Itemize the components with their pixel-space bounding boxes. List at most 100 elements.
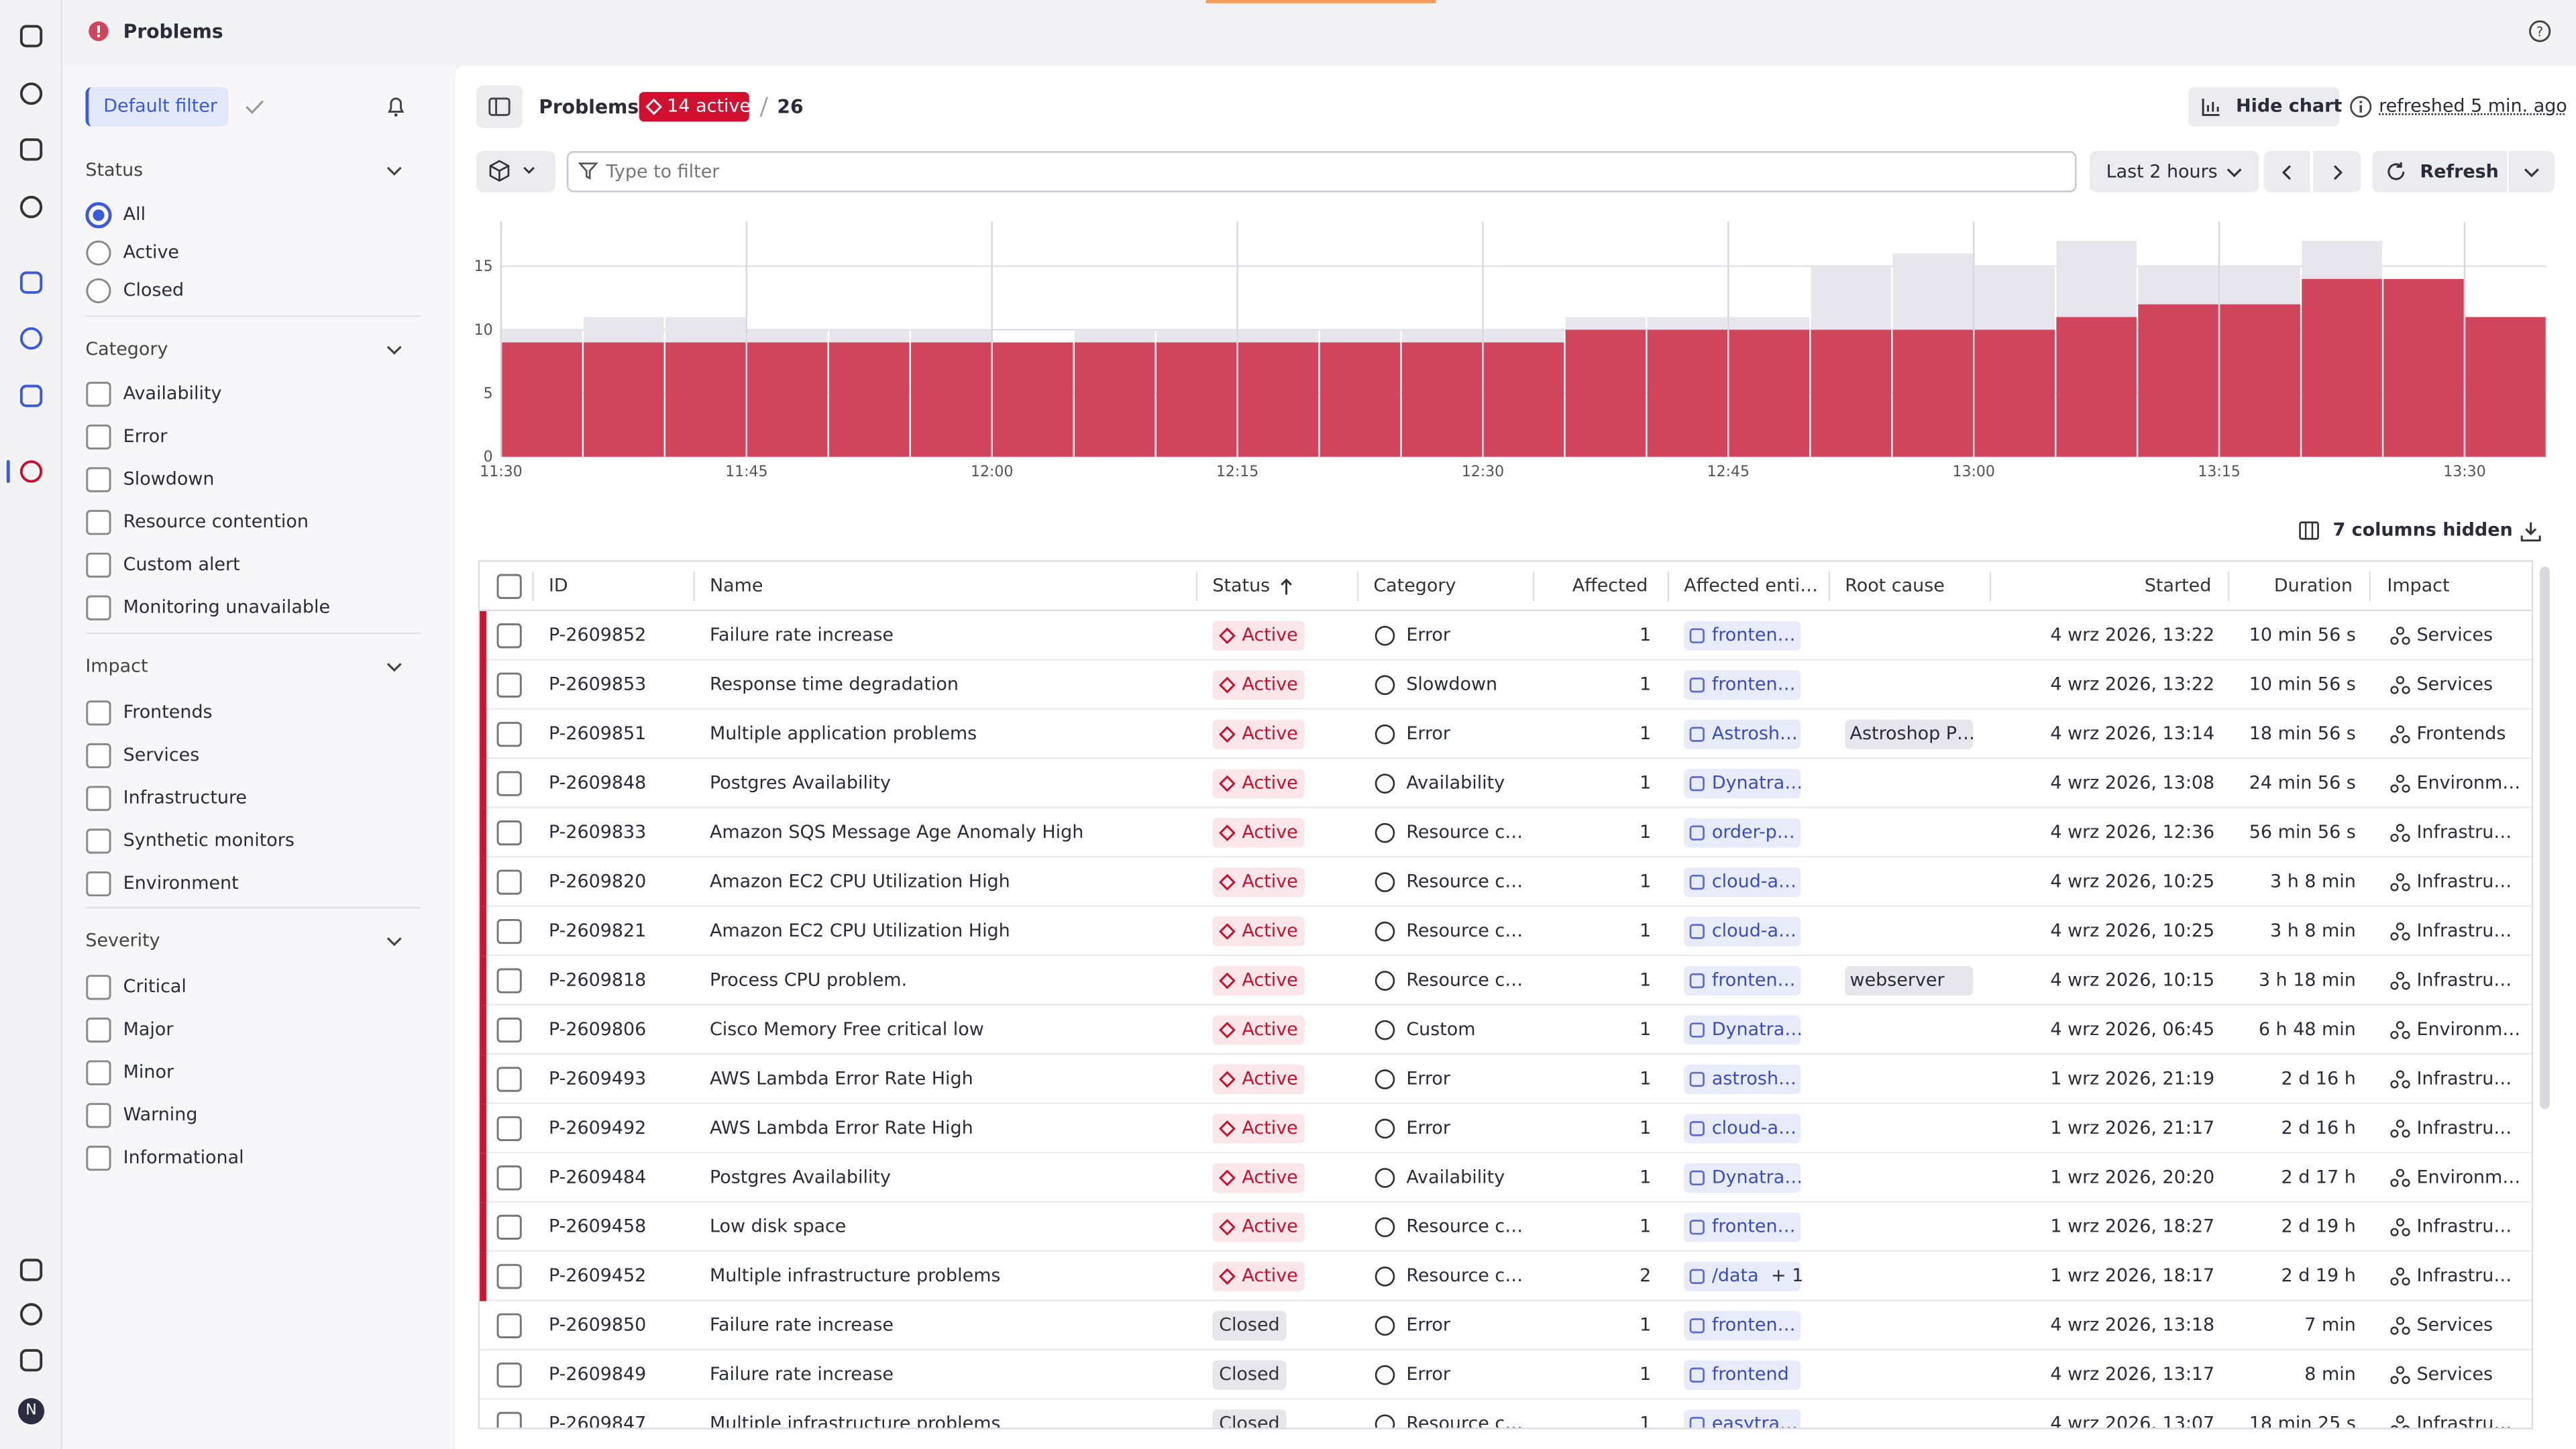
- checkbox: [86, 1145, 111, 1171]
- column-header[interactable]: Category: [1373, 575, 1456, 596]
- entity-pill[interactable]: /data: [1684, 1261, 1801, 1291]
- table-row[interactable]: P-2609833 Amazon SQS Message Age Anomaly …: [480, 808, 2532, 858]
- section-title[interactable]: Category: [85, 338, 168, 360]
- cell-started: 4 wrz 2026, 10:15: [2050, 969, 2215, 991]
- cell-duration: 10 min 56 s: [2249, 624, 2356, 646]
- table-row[interactable]: P-2609848 Postgres Availability Active Avai…: [480, 759, 2532, 808]
- column-header[interactable]: ID: [548, 575, 568, 596]
- entity-icon: [1689, 1170, 1705, 1186]
- table-row[interactable]: P-2609806 Cisco Memory Free critical low A…: [480, 1005, 2532, 1055]
- entity-pill[interactable]: cloud-a…: [1684, 1114, 1801, 1144]
- filter-option[interactable]: Minor: [123, 1061, 174, 1083]
- radio: [85, 202, 112, 229]
- checkbox: [86, 700, 111, 726]
- table-row[interactable]: P-2609818 Process CPU problem. Active Resou…: [480, 956, 2532, 1006]
- download-icon: [2520, 522, 2541, 542]
- column-header[interactable]: Impact: [2387, 575, 2450, 596]
- table-row[interactable]: P-2609492 AWS Lambda Error Rate High Activ…: [480, 1104, 2532, 1154]
- cell-affected: 1: [1640, 969, 1652, 991]
- section-title[interactable]: Severity: [85, 930, 160, 951]
- column-header[interactable]: Root cause: [1845, 575, 1945, 596]
- column-header[interactable]: Duration: [2273, 575, 2353, 596]
- filter-option[interactable]: Services: [123, 744, 200, 766]
- filter-option[interactable]: Environment: [123, 872, 239, 894]
- filter-option[interactable]: Monitoring unavailable: [123, 596, 331, 618]
- bar: [1074, 342, 1155, 457]
- checkbox: [86, 510, 111, 535]
- filter-option[interactable]: Closed: [123, 279, 184, 301]
- cell-name: AWS Lambda Error Rate High: [709, 1067, 973, 1089]
- cell-started: 1 wrz 2026, 18:27: [2050, 1216, 2215, 1238]
- table-row[interactable]: P-2609821 Amazon EC2 CPU Utilization High…: [480, 906, 2532, 957]
- status-icon: [1219, 726, 1236, 743]
- refresh-menu[interactable]: [2508, 151, 2555, 193]
- section-title[interactable]: Impact: [85, 655, 148, 677]
- filter-option[interactable]: Error: [123, 425, 168, 447]
- hidden-columns-button[interactable]: 7 columns hidden: [2332, 519, 2513, 541]
- x-tick-label: 13:30: [2443, 464, 2486, 480]
- prev-button[interactable]: [2263, 151, 2310, 193]
- cell-id: P-2609847: [548, 1413, 647, 1430]
- filter-option[interactable]: Custom alert: [123, 553, 240, 576]
- filter-option[interactable]: Synthetic monitors: [123, 829, 294, 851]
- prev-icon: [2282, 165, 2292, 180]
- table-row[interactable]: P-2609484 Postgres Availability Active Avai…: [480, 1153, 2532, 1203]
- status-pill: Closed: [1212, 1360, 1287, 1390]
- status-icon: [1219, 1022, 1236, 1038]
- column-header[interactable]: Name: [709, 575, 763, 596]
- table-row[interactable]: P-2609853 Response time degradation Active…: [480, 660, 2532, 710]
- entity-pill[interactable]: frontend: [1684, 1360, 1801, 1390]
- category-icon: [1375, 1217, 1395, 1238]
- refresh-button[interactable]: Refresh: [2372, 151, 2508, 193]
- cell-category: Resource c…: [1406, 920, 1523, 942]
- table-row[interactable]: P-2609493 AWS Lambda Error Rate High Activ…: [480, 1055, 2532, 1104]
- table-row[interactable]: P-2609849 Failure rate increase Closed Erro…: [480, 1350, 2532, 1400]
- status-pill: Active: [1212, 966, 1305, 996]
- root-cause-pill[interactable]: webserver: [1845, 966, 1974, 996]
- entity-pill[interactable]: fronten…: [1684, 1311, 1801, 1341]
- x-tick-label: 12:15: [1216, 464, 1259, 480]
- entity-icon: [1689, 924, 1705, 939]
- filter-option[interactable]: Resource contention: [123, 511, 309, 533]
- filter-option[interactable]: Major: [123, 1018, 174, 1040]
- status-pill: Active: [1212, 1015, 1305, 1045]
- column-header[interactable]: Affected: [1572, 575, 1648, 596]
- impact-icon: [2390, 1267, 2410, 1286]
- cell-name: Low disk space: [709, 1216, 847, 1238]
- filter-option[interactable]: All: [123, 203, 146, 225]
- filter-option[interactable]: Informational: [123, 1146, 244, 1169]
- column-header[interactable]: Affected enti…: [1684, 575, 1819, 596]
- filter-option[interactable]: Slowdown: [123, 468, 215, 490]
- checkbox: [496, 574, 522, 599]
- table-row[interactable]: P-2609452 Multiple infrastructure problem…: [480, 1252, 2532, 1301]
- table-row[interactable]: P-2609820 Amazon EC2 CPU Utilization High…: [480, 857, 2532, 907]
- filter-option[interactable]: Availability: [123, 382, 222, 405]
- table-row[interactable]: P-2609458 Low disk space Active Resource c……: [480, 1202, 2532, 1252]
- active-marker: [480, 759, 486, 808]
- impact-icon: [2390, 1415, 2410, 1428]
- table-row[interactable]: P-2609847 Multiple infrastructure problem…: [480, 1400, 2532, 1430]
- bar: [2302, 278, 2382, 457]
- filter-option[interactable]: Frontends: [123, 701, 213, 723]
- entity-pill[interactable]: Dynatra…: [1684, 1163, 1801, 1193]
- cell-category: Slowdown: [1406, 674, 1498, 695]
- nav-icon: [19, 138, 43, 161]
- root-cause-pill[interactable]: Astroshop P…: [1845, 719, 1974, 749]
- filter-option[interactable]: Warning: [123, 1104, 198, 1126]
- table-row[interactable]: P-2609851 Multiple application problems Ac…: [480, 709, 2532, 759]
- search-input[interactable]: Type to filter: [566, 151, 2077, 193]
- filter-button[interactable]: Default filter: [85, 87, 229, 127]
- section-title[interactable]: Status: [85, 159, 144, 181]
- column-header[interactable]: Started: [2144, 575, 2212, 596]
- active-marker: [480, 611, 486, 661]
- table-row[interactable]: P-2609852 Failure rate increase Active Erro…: [480, 611, 2532, 661]
- checkbox: [496, 1313, 522, 1338]
- table-row[interactable]: P-2609850 Failure rate increase Closed Erro…: [480, 1301, 2532, 1351]
- filter-option[interactable]: Active: [123, 241, 180, 263]
- next-button[interactable]: [2313, 151, 2361, 193]
- filter-option[interactable]: Infrastructure: [123, 787, 248, 808]
- panel-toggle[interactable]: [476, 85, 523, 129]
- entity-pill[interactable]: cloud-a…: [1684, 916, 1801, 947]
- column-header[interactable]: Status: [1212, 575, 1271, 596]
- filter-option[interactable]: Critical: [123, 975, 186, 998]
